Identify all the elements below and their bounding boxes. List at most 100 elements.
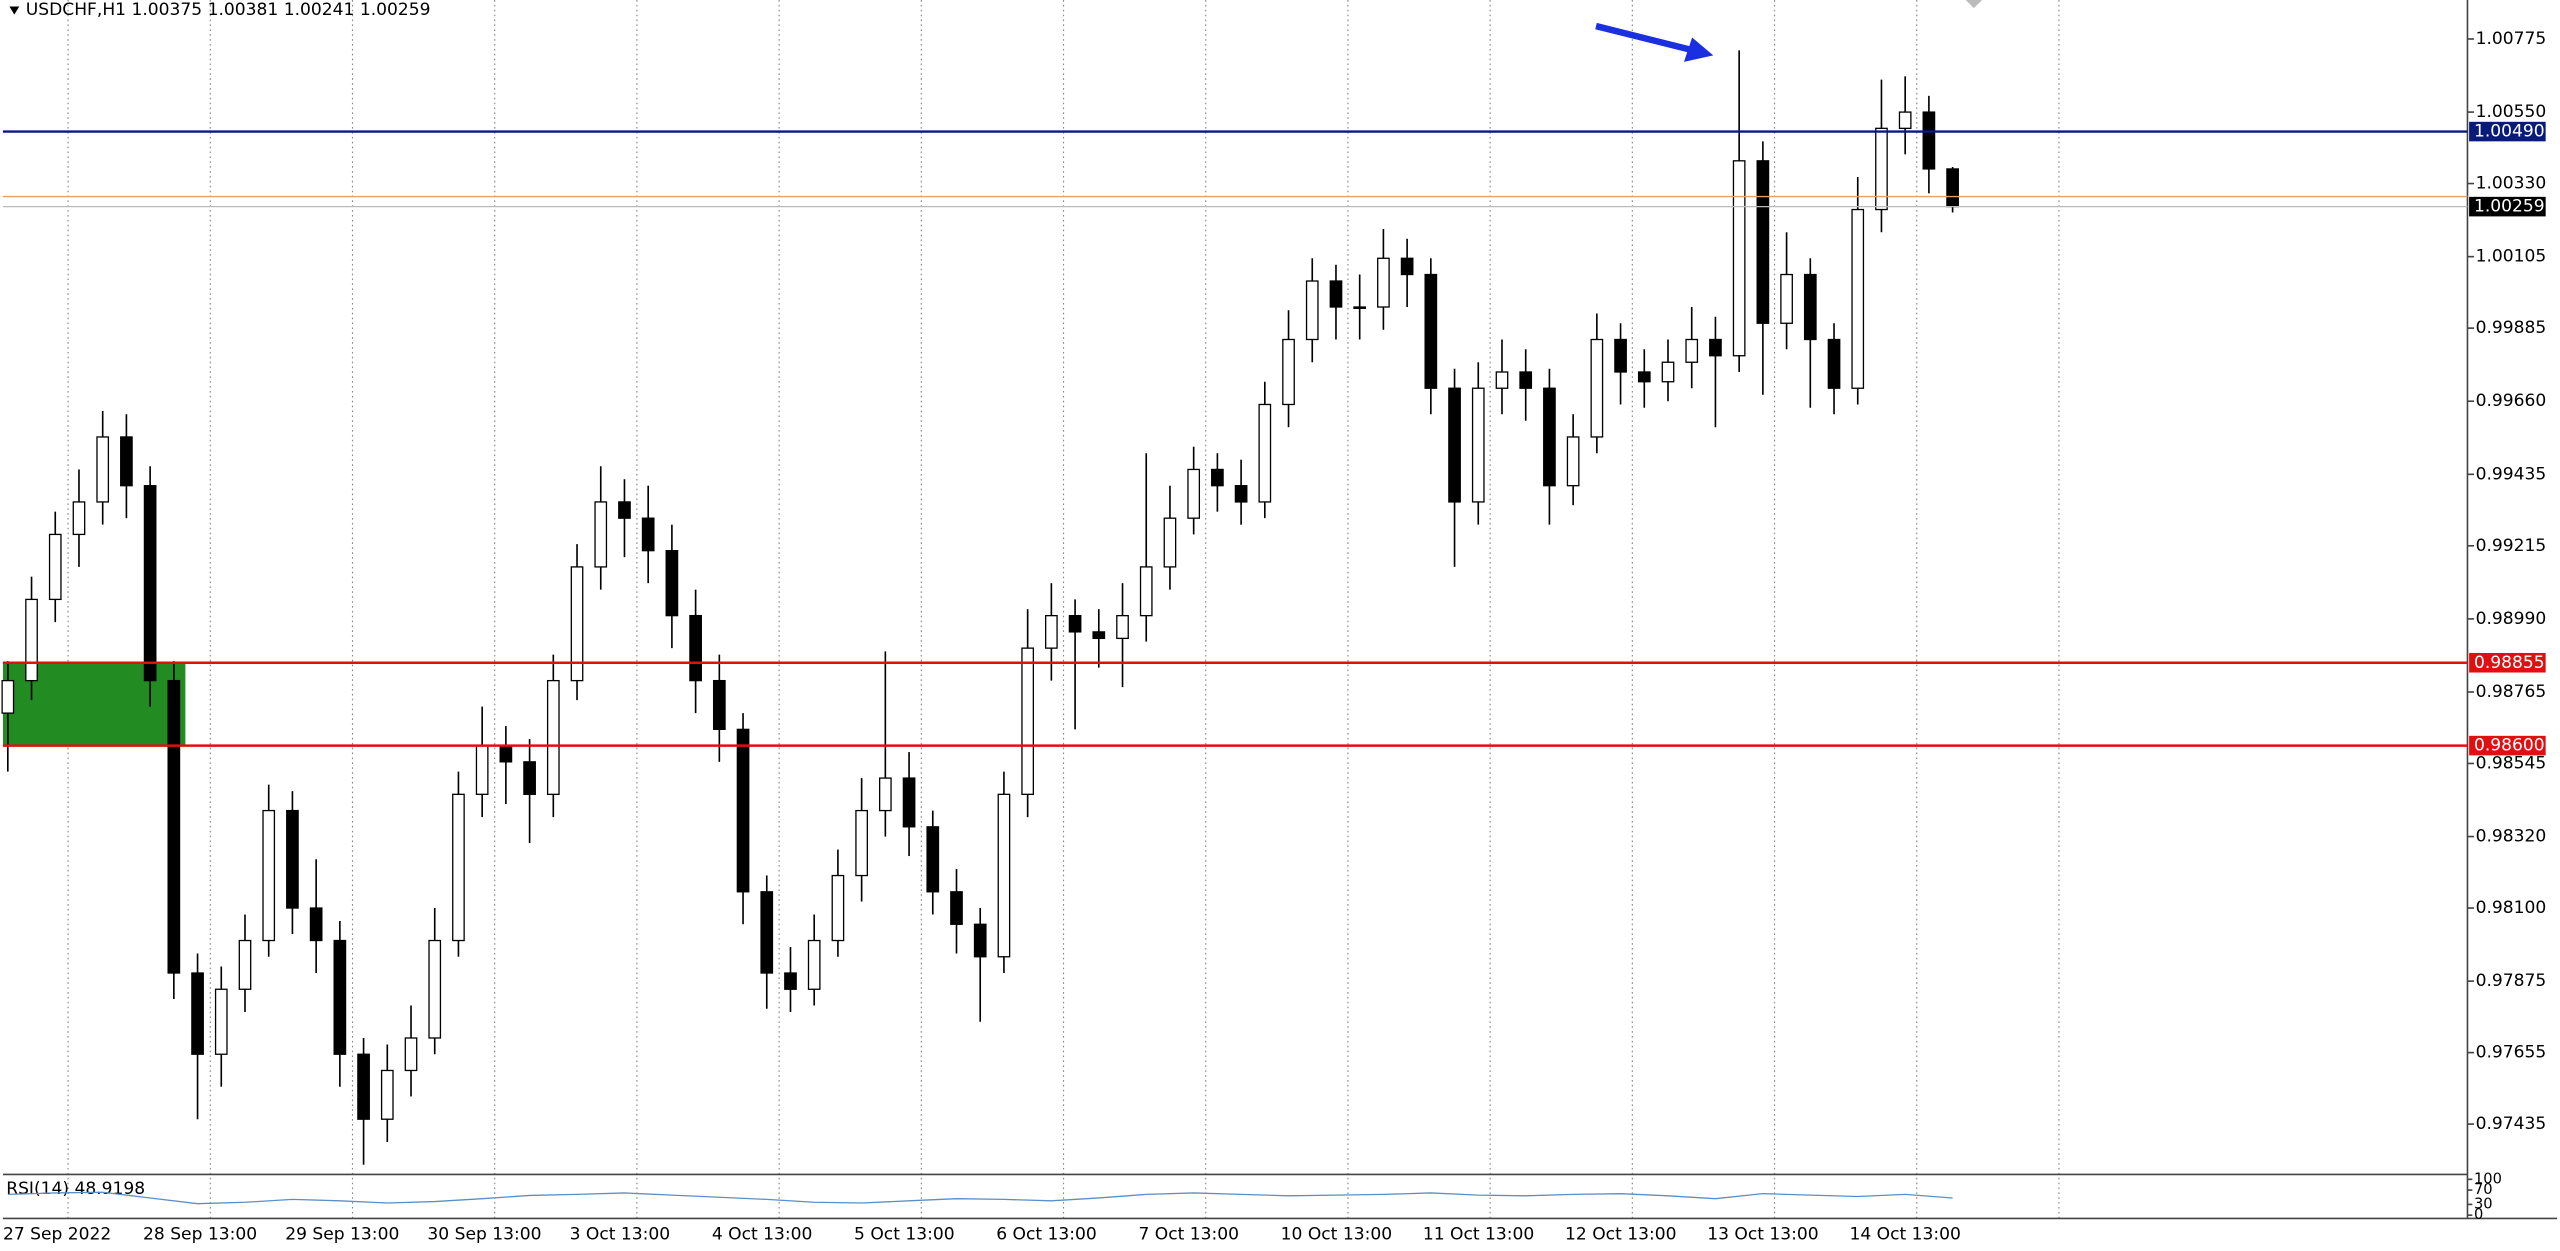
x-tick-label: 11 Oct 13:00 <box>1423 1225 1534 1245</box>
candle-body <box>120 436 133 487</box>
y-tick-label: 0.98990 <box>2476 609 2547 629</box>
x-tick-label: 7 Oct 13:00 <box>1138 1225 1239 1245</box>
candle-body <box>333 939 347 1055</box>
candle-body <box>1519 371 1533 389</box>
candle-body <box>1 679 15 714</box>
candle-body <box>1543 387 1556 487</box>
candle-body <box>1732 160 1746 357</box>
candle-body <box>1116 614 1129 640</box>
header-low: 1.00241 <box>284 0 355 20</box>
candle-body <box>1827 338 1841 389</box>
rsi-tick-label: 100 <box>2474 1170 2502 1187</box>
candle-body <box>1614 338 1627 373</box>
candle-body <box>72 501 86 536</box>
candle-body <box>1258 403 1272 503</box>
bid-label-box <box>2469 196 2546 217</box>
candle-body <box>1448 387 1461 503</box>
candle-body <box>689 614 702 682</box>
candle-body <box>1234 485 1248 503</box>
bid-label: 1.00259 <box>2474 197 2545 217</box>
candle-body <box>1495 371 1509 389</box>
y-tick-label: 0.98765 <box>2476 682 2547 702</box>
rsi-tick-label: 30 <box>2474 1195 2493 1212</box>
y-tick-label: 0.99435 <box>2476 464 2547 484</box>
candle-body <box>878 777 892 812</box>
candle-body <box>404 1037 418 1072</box>
candle-body <box>1045 614 1058 649</box>
candle-body <box>357 1053 370 1120</box>
level-label: 0.98600 <box>2474 736 2545 756</box>
candle-body <box>1329 280 1343 308</box>
level-label: 0.98855 <box>2474 653 2545 673</box>
candle-body <box>1875 127 1888 211</box>
candle-body <box>475 744 489 795</box>
candle-body <box>1780 273 1793 324</box>
candle-body <box>1685 338 1699 363</box>
x-tick-label: 27 Sep 2022 <box>3 1225 111 1245</box>
candle-body <box>950 891 963 925</box>
rsi-label: RSI(14) 48.9198 <box>6 1179 145 1199</box>
candle-body <box>1211 468 1224 487</box>
candle-body <box>1471 387 1485 503</box>
candle-body <box>1898 111 1912 129</box>
candle-body <box>1400 257 1414 276</box>
marker <box>1965 0 1983 9</box>
rsi-line <box>7 1191 1953 1205</box>
candle-body <box>309 907 323 942</box>
candle-body <box>807 939 821 990</box>
x-tick-label: 6 Oct 13:00 <box>996 1225 1097 1245</box>
y-tick-label: 0.99215 <box>2476 536 2547 556</box>
candle-body <box>784 972 797 990</box>
candle-body <box>1566 436 1580 487</box>
candle-body <box>1803 273 1817 341</box>
x-tick-label: 12 Oct 13:00 <box>1565 1225 1676 1245</box>
y-tick-label: 0.99660 <box>2476 391 2547 411</box>
candle-body <box>143 485 157 682</box>
candle-body <box>760 891 774 974</box>
level-label-box <box>2469 652 2546 673</box>
y-tick-label: 1.00775 <box>2476 29 2547 49</box>
candle-body <box>855 809 868 877</box>
x-tick-label: 5 Oct 13:00 <box>854 1225 955 1245</box>
arrow-head <box>1683 37 1714 62</box>
candle-body <box>1377 257 1390 308</box>
candle-body <box>238 939 252 990</box>
candle-body <box>1424 273 1438 389</box>
candle-body <box>665 550 679 617</box>
candle-body <box>997 793 1011 958</box>
candle-body <box>1590 338 1604 438</box>
candle-body <box>428 939 442 1039</box>
candle-body <box>167 679 181 974</box>
candle-body <box>1946 168 1959 208</box>
x-tick-label: 4 Oct 13:00 <box>712 1225 813 1245</box>
x-tick-label: 13 Oct 13:00 <box>1707 1225 1818 1245</box>
y-tick-label: 0.97435 <box>2476 1114 2547 1134</box>
candle-body <box>286 809 299 909</box>
x-tick-label: 30 Sep 13:00 <box>427 1225 541 1245</box>
candle-body <box>1756 160 1770 324</box>
plot <box>1 50 2468 1165</box>
collapse-icon[interactable] <box>9 6 20 15</box>
candle-body <box>191 972 204 1055</box>
level-label-box <box>2469 735 2546 756</box>
candle-body <box>1851 208 1865 389</box>
candle-body <box>570 566 584 682</box>
header-close: 1.00259 <box>360 0 431 20</box>
candle-body <box>452 793 465 942</box>
x-tick-label: 29 Sep 13:00 <box>285 1225 399 1245</box>
candle-body <box>1305 280 1319 341</box>
candle-body <box>926 826 940 893</box>
rsi-tick-label: 0 <box>2474 1206 2483 1223</box>
candle-body <box>523 761 536 795</box>
candle-body <box>902 777 916 828</box>
candle-body <box>1661 361 1675 383</box>
symbol: USDCHF,H1 <box>26 0 126 20</box>
arrow-annotation <box>1595 22 1695 54</box>
y-tick-label: 0.97655 <box>2476 1043 2547 1063</box>
x-tick-label: 10 Oct 13:00 <box>1281 1225 1392 1245</box>
y-tick-label: 0.98545 <box>2476 753 2547 773</box>
candle-body <box>641 517 655 552</box>
header-high: 1.00381 <box>208 0 279 20</box>
